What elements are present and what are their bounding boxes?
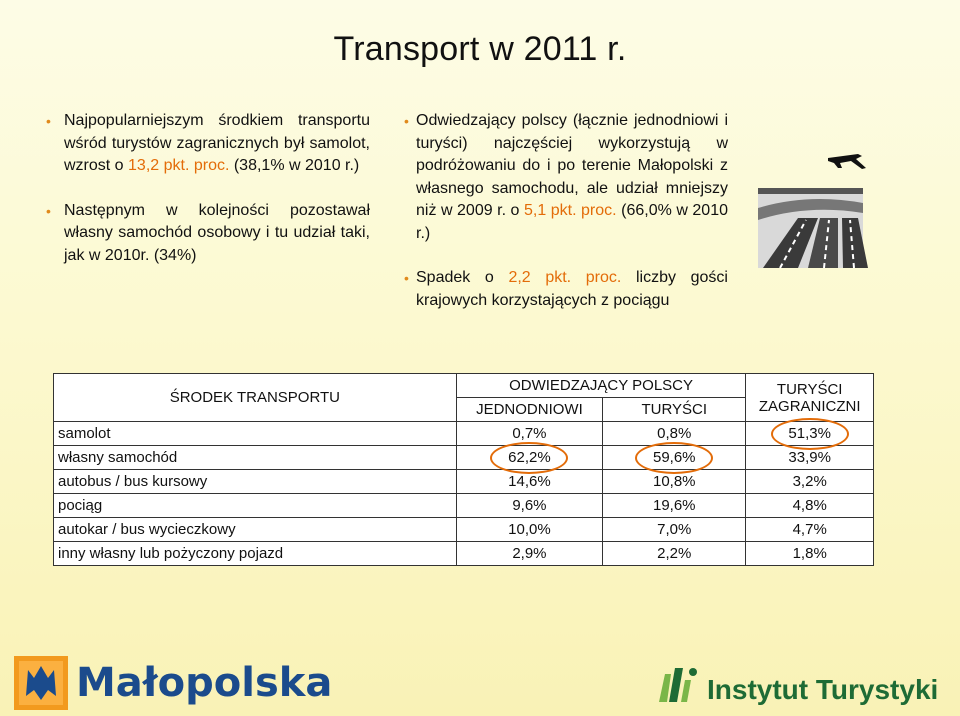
highlight-value: 13,2 pkt. proc.: [128, 157, 230, 174]
circled-value: 62,2%: [455, 445, 604, 470]
circled-value: 51,3%: [745, 421, 874, 446]
table-row: samolot 0,7% 0,8% 51,3%: [53, 421, 874, 446]
instytut-turystyki-logo: Instytut Turystyki: [655, 660, 955, 714]
circled-value: 59,6%: [602, 445, 747, 470]
header-one-day: JEDNODNIOWI: [455, 397, 604, 422]
header-tourists: TURYŚCI: [602, 397, 747, 422]
instytut-logo-text: Instytut Turystyki: [707, 674, 939, 705]
bullet-polish-visitors: Odwiedzający polscy (łącznie jednodniowi…: [404, 110, 728, 245]
table-row: autokar / bus wycieczkowy 10,0% 7,0% 4,7…: [53, 517, 874, 542]
header-polish-visitors: ODWIEDZAJĄCY POLSCY: [455, 373, 747, 398]
table-row: pociąg 9,6% 19,6% 4,8%: [53, 493, 874, 518]
highlight-value: 5,1 pkt. proc.: [523, 202, 617, 219]
bullet-airplane-popularity: Najpopularniejszym środkiem transportu w…: [46, 110, 370, 178]
header-foreign-tourists: TURYŚCI ZAGRANICZNI: [745, 373, 874, 422]
bullet-own-car: Następnym w kolejności pozostawał własny…: [46, 200, 370, 268]
airplane-icon: [828, 154, 866, 169]
middle-text-column: Odwiedzający polscy (łącznie jednodniowi…: [404, 110, 728, 312]
transport-table: ŚRODEK TRANSPORTU ODWIEDZAJĄCY POLSCY TU…: [53, 373, 874, 566]
malopolska-logo: Małopolska: [14, 656, 332, 710]
left-text-column: Najpopularniejszym środkiem transportu w…: [46, 110, 370, 268]
bullet-train-decline: Spadek o 2,2 pkt. proc. liczby gości kra…: [404, 267, 728, 312]
highlight-value: 2,2 pkt. proc.: [508, 269, 622, 286]
instytut-emblem-icon: [659, 668, 697, 702]
table-row: autobus / bus kursowy 14,6% 10,8% 3,2%: [53, 469, 874, 494]
table-row: własny samochód 62,2% 59,6% 33,9%: [53, 445, 874, 470]
transport-illustration: [758, 154, 868, 269]
malopolska-emblem-icon: [14, 656, 68, 710]
header-transport: ŚRODEK TRANSPORTU: [53, 373, 457, 422]
malopolska-logo-text: Małopolska: [76, 660, 333, 706]
highway-icon: [758, 188, 868, 269]
slide-title: Transport w 2011 r.: [333, 30, 627, 68]
table-row: inny własny lub pożyczony pojazd 2,9% 2,…: [53, 541, 874, 566]
